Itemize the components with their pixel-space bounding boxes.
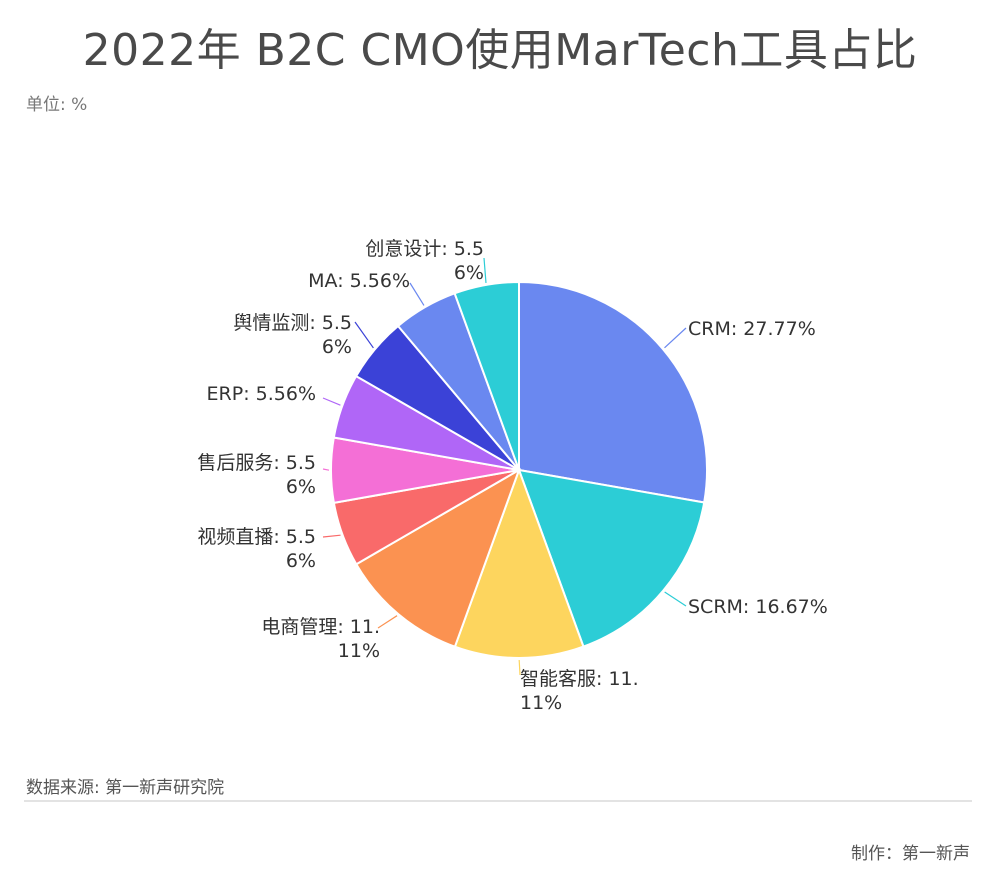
slice-label-line: 舆情监测: 5.5 (233, 312, 352, 334)
slice-label-10: 创意设计: 5.5 6% (365, 238, 484, 284)
footer-divider (24, 800, 972, 802)
pie-chart: CRM: 27.77%SCRM: 16.67%智能客服: 11. 11%电商管理:… (197, 238, 828, 714)
leader-line-5 (322, 534, 341, 538)
leader-line-7 (322, 397, 341, 406)
slice-label-3: 智能客服: 11. 11% (520, 668, 639, 714)
slice-label-line: SCRM: 16.67% (688, 596, 828, 618)
slice-label-line: MA: 5.56% (308, 270, 410, 292)
slice-label-line: 11% (338, 640, 380, 662)
slice-label-line: 6% (454, 262, 484, 284)
slice-label-line: 6% (322, 336, 352, 358)
leader-line-1 (664, 327, 687, 349)
pie-slice-10 (453, 280, 520, 471)
pie-slice-1 (518, 280, 708, 504)
slice-label-line: 智能客服: 11. (520, 668, 639, 690)
pie-slice-4 (354, 467, 521, 649)
leader-line-6 (322, 468, 330, 471)
slice-label-8: 舆情监测: 5.5 6% (233, 312, 352, 358)
slice-label-4: 电商管理: 11. 11% (261, 616, 380, 662)
slice-label-line: 11% (520, 692, 562, 714)
slice-label-line: 电商管理: 11. (261, 616, 380, 638)
slice-label-line: 视频直播: 5.5 (197, 526, 316, 548)
leader-line-3 (518, 659, 521, 676)
unit-note: 单位: % (26, 95, 88, 115)
leader-line-4 (377, 615, 398, 629)
slice-label-line: 售后服务: 5.5 (197, 452, 316, 474)
leader-line-9 (409, 282, 425, 306)
slice-label-6: 售后服务: 5.5 6% (197, 452, 316, 498)
slice-label-5: 视频直播: 5.5 6% (197, 526, 316, 572)
credit-note: 制作：第一新声 (851, 844, 970, 864)
slice-label-2: SCRM: 16.67% (688, 596, 828, 618)
slice-label-line: 6% (286, 476, 316, 498)
slice-label-9: MA: 5.56% (308, 270, 410, 292)
pie-slice-2 (517, 468, 706, 648)
pie-slice-3 (453, 467, 585, 660)
chart-title: 2022年 B2C CMO使用MarTech工具占比 (82, 25, 918, 76)
leader-line-2 (664, 591, 687, 607)
leader-line-10 (483, 257, 487, 283)
data-source: 数据来源: 第一新声研究院 (26, 778, 225, 798)
slice-label-7: ERP: 5.56% (207, 383, 316, 405)
slice-label-line: ERP: 5.56% (207, 383, 316, 405)
leader-line-8 (354, 321, 374, 349)
slice-label-1: CRM: 27.77% (688, 318, 816, 340)
slice-label-line: 创意设计: 5.5 (365, 238, 484, 260)
slice-label-line: 6% (286, 550, 316, 572)
slice-label-line: CRM: 27.77% (688, 318, 816, 340)
